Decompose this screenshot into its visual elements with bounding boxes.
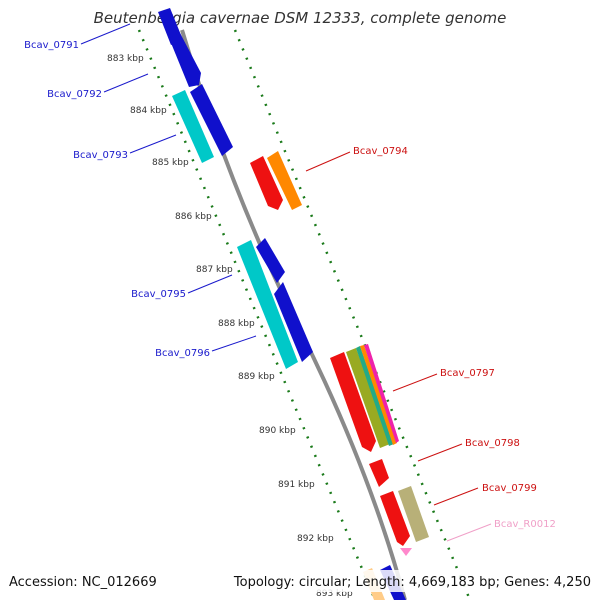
gene-bcav-0793-cyan[interactable] xyxy=(172,90,214,163)
gene-label-bcav-0793[interactable]: Bcav_0793 xyxy=(73,150,128,161)
gene-bcav-0798[interactable] xyxy=(369,459,389,487)
gene-bcav-0793-blue[interactable] xyxy=(190,84,233,156)
gene-bcav-0797-orange[interactable] xyxy=(360,345,397,445)
gene-bcav-0795-cyan[interactable] xyxy=(237,240,298,369)
tick-track-outer xyxy=(137,29,377,600)
gene-label-bcav-r0012[interactable]: Bcav_R0012 xyxy=(494,519,556,530)
gene-bcav-0797-olive[interactable] xyxy=(346,348,390,448)
kbp-label-889: 889 kbp xyxy=(238,372,275,382)
gene-label-bcav-0797[interactable]: Bcav_0797 xyxy=(440,368,495,379)
gene-label-bcav-0798[interactable]: Bcav_0798 xyxy=(465,438,520,449)
leader-lines xyxy=(80,23,492,542)
gene-label-bcav-0792[interactable]: Bcav_0792 xyxy=(47,89,102,100)
forward-genes xyxy=(158,8,406,600)
gene-bcav-0792[interactable] xyxy=(169,33,201,87)
kbp-label-884: 884 kbp xyxy=(130,106,167,116)
gene-label-bcav-0795[interactable]: Bcav_0795 xyxy=(131,289,186,300)
gene-label-bcav-0796[interactable]: Bcav_0796 xyxy=(155,348,210,359)
gene-bcav-0797-teal[interactable] xyxy=(356,346,394,446)
gene-labels: Bcav_0791 Bcav_0792 Bcav_0793 Bcav_0794 … xyxy=(24,40,556,530)
gene-bcav-0799-red[interactable] xyxy=(380,491,410,546)
gene-bcav-0794-orange[interactable] xyxy=(267,151,302,210)
kbp-label-886: 886 kbp xyxy=(175,212,212,222)
kbp-label-885: 885 kbp xyxy=(152,158,189,168)
kbp-label-893: 893 kbp xyxy=(316,589,353,599)
kbp-label-892: 892 kbp xyxy=(297,534,334,544)
kbp-label-890: 890 kbp xyxy=(259,426,296,436)
gene-label-bcav-0794[interactable]: Bcav_0794 xyxy=(353,146,408,157)
gene-bcav-0797-magenta[interactable] xyxy=(364,344,399,443)
gene-bcav-0796-blue[interactable] xyxy=(274,282,313,362)
kbp-label-883: 883 kbp xyxy=(107,54,144,64)
gene-bcav-r0012[interactable] xyxy=(400,548,412,556)
topology-text: Topology: circular; Length: 4,669,183 bp… xyxy=(233,575,591,590)
gene-bcav-0799-khaki[interactable] xyxy=(398,486,429,542)
gene-label-bcav-0791[interactable]: Bcav_0791 xyxy=(24,40,79,51)
kbp-label-891: 891 kbp xyxy=(278,480,315,490)
genome-title: Beutenbergia cavernae DSM 12333, complet… xyxy=(94,9,507,27)
gene-bcav-0797-red[interactable] xyxy=(330,352,376,452)
kbp-label-888: 888 kbp xyxy=(218,319,255,329)
gene-label-bcav-0799[interactable]: Bcav_0799 xyxy=(482,483,537,494)
reverse-genes xyxy=(250,151,429,556)
accession-text: Accession: NC_012669 xyxy=(9,575,157,590)
gene-bcav-0794-red[interactable] xyxy=(250,156,283,210)
kbp-label-887: 887 kbp xyxy=(196,265,233,275)
kbp-scale: 883 kbp 884 kbp 885 kbp 886 kbp 887 kbp … xyxy=(107,54,353,599)
gene-bcav-0795-blue[interactable] xyxy=(256,238,285,283)
